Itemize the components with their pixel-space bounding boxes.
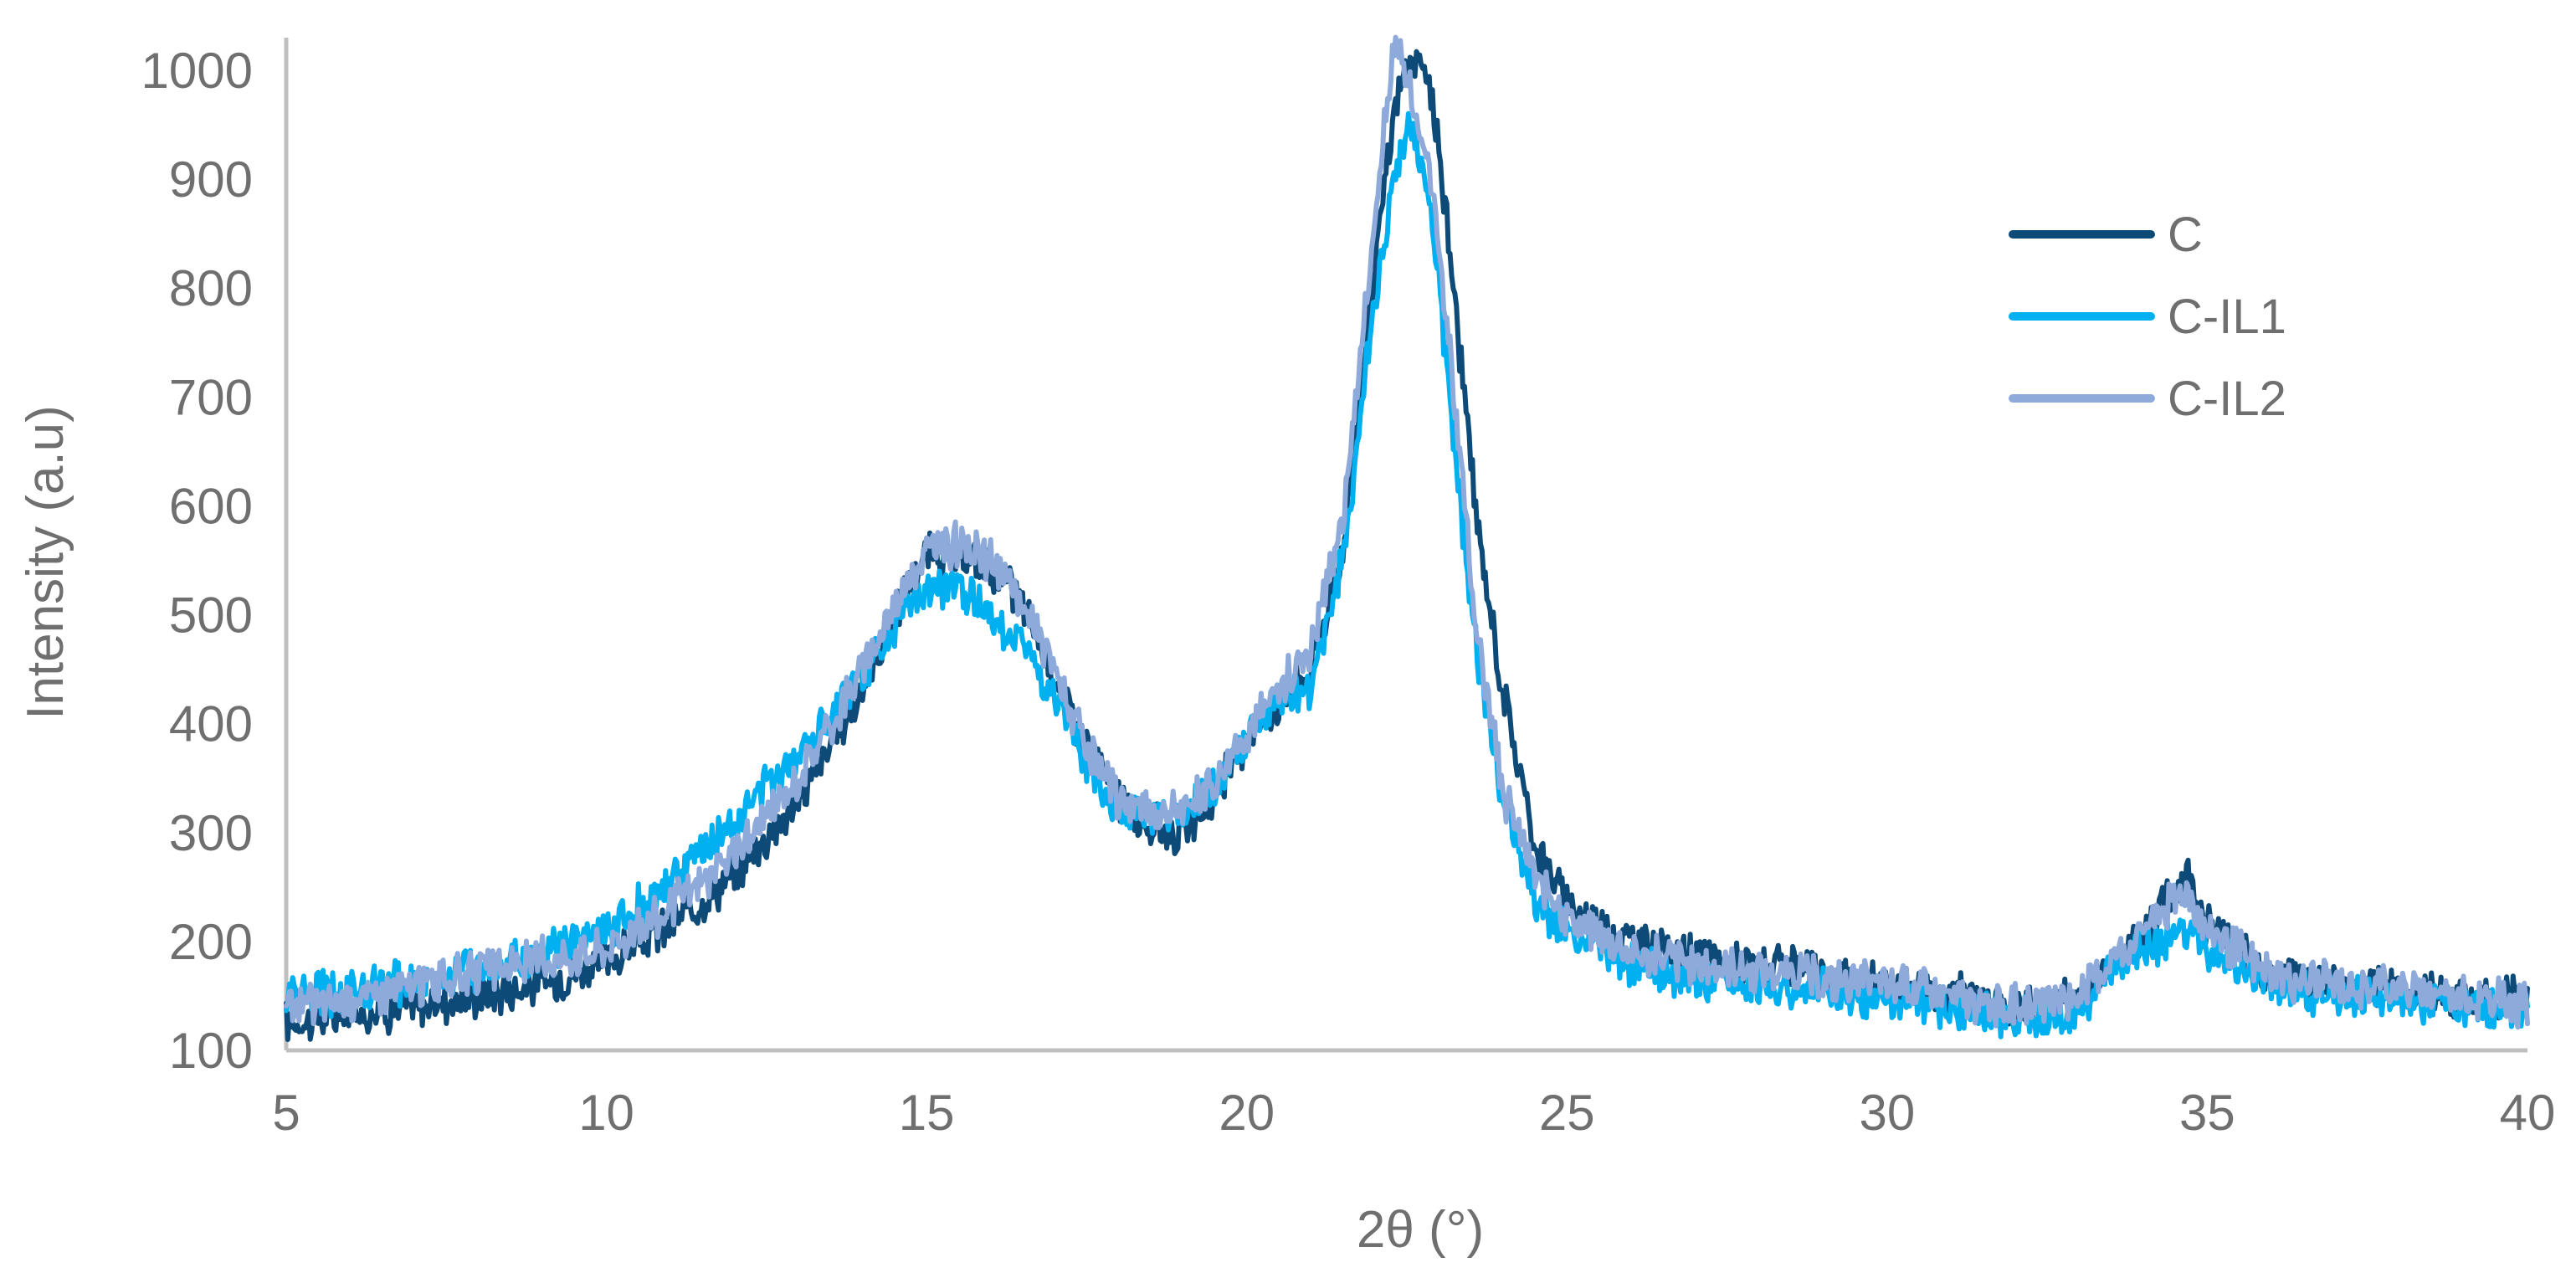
x-tick-label: 30 — [1859, 1085, 1915, 1141]
y-tick-label: 700 — [169, 369, 253, 425]
y-tick-label: 500 — [169, 588, 253, 644]
y-tick-label: 200 — [169, 914, 253, 970]
x-tick-label: 10 — [578, 1085, 634, 1141]
legend: C C-IL1 C-IL2 — [2009, 208, 2286, 426]
y-tick-label: 400 — [169, 696, 253, 752]
legend-label: C — [2168, 208, 2203, 262]
legend-label: C-IL2 — [2168, 372, 2286, 426]
y-tick-label: 600 — [169, 478, 253, 534]
x-tick-label: 40 — [2500, 1085, 2556, 1141]
x-tick-label: 35 — [2179, 1085, 2235, 1141]
y-tick-label: 300 — [169, 805, 253, 861]
x-tick-label: 5 — [272, 1085, 300, 1141]
y-tick-label: 1000 — [141, 43, 253, 99]
y-axis-title: Intensity (a.u) — [17, 405, 74, 720]
y-tick-label: 100 — [169, 1023, 253, 1079]
legend-label: C-IL1 — [2168, 290, 2286, 344]
x-axis-title: 2θ (°) — [1357, 1201, 1484, 1259]
x-tick-label: 25 — [1539, 1085, 1595, 1141]
axes: 5 10 15 20 25 30 35 40 100 200 300 400 500 600 700 800 9… — [141, 38, 2556, 1141]
series-line-c-il1 — [284, 110, 2530, 1039]
y-tick-label: 800 — [169, 260, 253, 316]
y-tick-label: 900 — [169, 151, 253, 208]
x-tick-label: 20 — [1219, 1085, 1275, 1141]
series-line-c-il2 — [284, 34, 2530, 1030]
x-tick-label: 15 — [899, 1085, 955, 1141]
series-lines — [284, 34, 2530, 1042]
